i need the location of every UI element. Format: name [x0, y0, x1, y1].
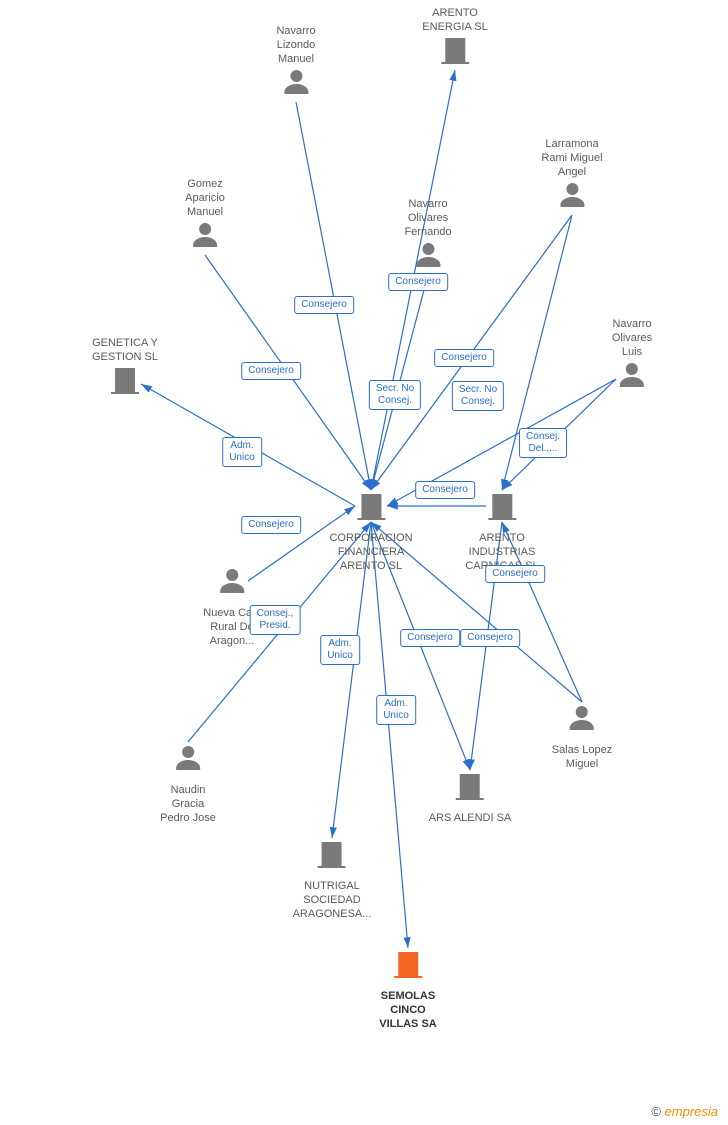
node-label: SEMOLASCINCOVILLAS SA: [379, 989, 436, 1031]
edge-label: Consejero: [460, 629, 520, 647]
edge-label: Consejero: [294, 296, 354, 314]
node-larramona[interactable]: LarramonaRami MiguelAngel: [541, 137, 602, 220]
node-naudin[interactable]: NaudinGraciaPedro Jose: [160, 742, 216, 825]
node-navarro_olivares_l[interactable]: NavarroOlivaresLuis: [612, 317, 652, 400]
building-icon: [429, 770, 512, 807]
node-corporacion[interactable]: CORPORACIONFINANCIERAARENTO SL: [329, 490, 412, 573]
building-icon: [465, 490, 538, 527]
edge-label: Secr. NoConsej.: [452, 381, 504, 411]
edge-label: Consejero: [241, 516, 301, 534]
node-label: NavarroOlivaresLuis: [612, 317, 652, 359]
edge-label: Consejero: [415, 481, 475, 499]
node-nutrigal[interactable]: NUTRIGALSOCIEDADARAGONESA...: [293, 838, 372, 921]
building-icon: [379, 948, 436, 985]
node-label: GomezAparicioManuel: [185, 177, 225, 219]
edge-label: Secr. NoConsej.: [369, 380, 421, 410]
edge-label: Consejero: [485, 565, 545, 583]
edge-label: Consejero: [434, 349, 494, 367]
node-label: ARENTOENERGIA SL: [422, 6, 487, 34]
building-icon: [293, 838, 372, 875]
brand-name: empresia: [665, 1104, 718, 1119]
edge-label: Consejero: [241, 362, 301, 380]
node-genetica[interactable]: GENETICA YGESTION SL: [92, 336, 158, 405]
node-gomez_aparicio[interactable]: GomezAparicioManuel: [185, 177, 225, 260]
edge-label: Adm.Unico: [376, 695, 416, 725]
node-label: NaudinGraciaPedro Jose: [160, 783, 216, 825]
person-icon: [552, 702, 613, 739]
person-icon: [276, 66, 315, 103]
edge-label: Adm.Unico: [222, 437, 262, 467]
node-ars_alendi[interactable]: ARS ALENDI SA: [429, 770, 512, 825]
edge-label: Consej.Del.,...: [519, 428, 567, 458]
node-label: LarramonaRami MiguelAngel: [541, 137, 602, 179]
person-icon: [612, 359, 652, 396]
node-arento_energia[interactable]: ARENTOENERGIA SL: [422, 6, 487, 75]
edge-label: Adm.Unico: [320, 635, 360, 665]
node-navarro_lizondo[interactable]: NavarroLizondoManuel: [276, 24, 315, 107]
node-label: ARS ALENDI SA: [429, 811, 512, 825]
node-label: NavarroLizondoManuel: [276, 24, 315, 66]
node-navarro_olivares_f[interactable]: NavarroOlivaresFernando: [404, 197, 451, 280]
node-semolas[interactable]: SEMOLASCINCOVILLAS SA: [379, 948, 436, 1031]
person-icon: [185, 219, 225, 256]
edge-label: Consej.,Presid.: [250, 605, 301, 635]
person-icon: [541, 179, 602, 216]
node-label: CORPORACIONFINANCIERAARENTO SL: [329, 531, 412, 573]
building-icon: [92, 364, 158, 401]
copyright-symbol: ©: [651, 1104, 661, 1119]
node-label: GENETICA YGESTION SL: [92, 336, 158, 364]
node-arento_ic[interactable]: ARENTOINDUSTRIASCARNICAS SL: [465, 490, 538, 573]
edge-label: Consejero: [400, 629, 460, 647]
building-icon: [329, 490, 412, 527]
building-icon: [422, 34, 487, 71]
footer: © empresia: [651, 1104, 718, 1119]
node-label: NUTRIGALSOCIEDADARAGONESA...: [293, 879, 372, 921]
node-salas_lopez[interactable]: Salas LopezMiguel: [552, 702, 613, 771]
node-label: NavarroOlivaresFernando: [404, 197, 451, 239]
edge-label: Consejero: [388, 273, 448, 291]
person-icon: [404, 239, 451, 276]
person-icon: [203, 565, 260, 602]
node-label: Salas LopezMiguel: [552, 743, 613, 771]
edge-line: [371, 522, 408, 948]
person-icon: [160, 742, 216, 779]
